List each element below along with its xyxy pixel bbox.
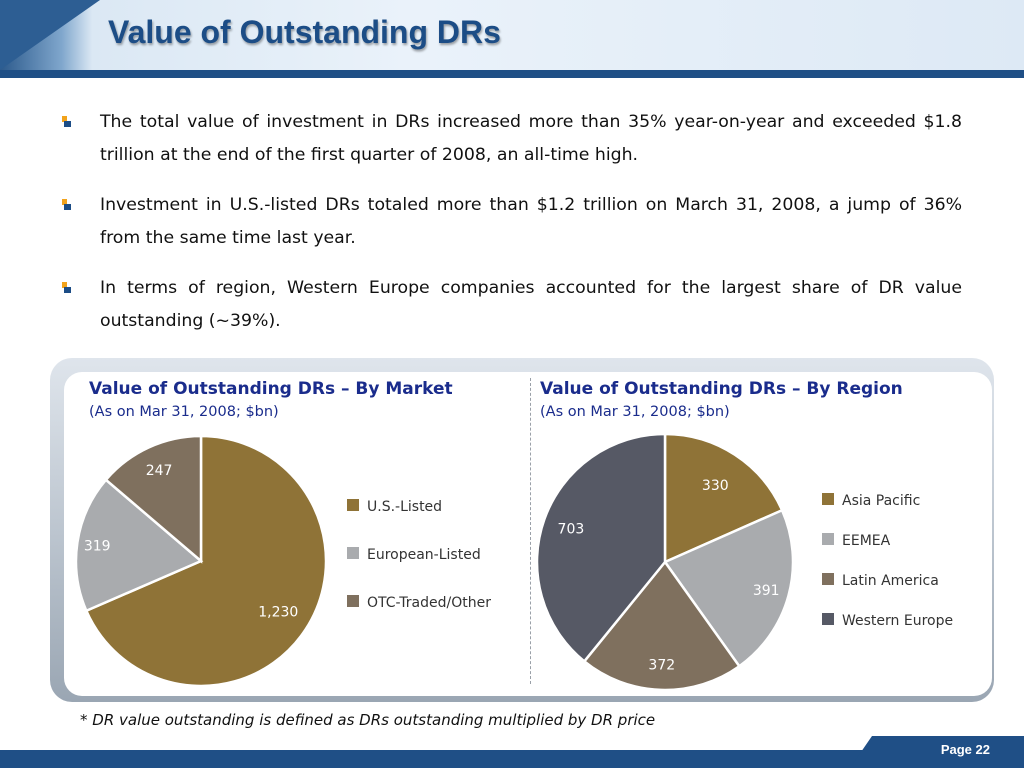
region-data-label: 703 [558, 522, 585, 538]
bullet-text: In terms of region, Western Europe compa… [100, 278, 962, 331]
header-band [0, 0, 1024, 78]
region-chart-subtitle: (As on Mar 31, 2008; $bn) [540, 404, 730, 420]
market-slice-european-listed [74, 478, 204, 613]
bullet-icon [60, 282, 72, 294]
region-data-label: 330 [702, 478, 729, 494]
chart-divider [530, 378, 531, 684]
bullet-list: The total value of investment in DRs inc… [60, 106, 962, 355]
market-data-label: 1,230 [258, 605, 298, 621]
region-legend-swatch [822, 613, 834, 625]
bullet-text: Investment in U.S.-listed DRs totaled mo… [100, 195, 962, 248]
market-chart-subtitle: (As on Mar 31, 2008; $bn) [89, 404, 279, 420]
market-chart-title: Value of Outstanding DRs – By Market [89, 379, 453, 399]
market-slice-u-s-listed [84, 434, 328, 688]
region-slice-latin-america [582, 559, 742, 692]
region-data-label: 391 [753, 583, 780, 599]
region-legend-label: EEMEA [842, 533, 891, 549]
market-legend-label: OTC-Traded/Other [367, 595, 491, 611]
market-data-label: 319 [84, 538, 111, 554]
header-rule [0, 70, 1024, 78]
footnote: * DR value outstanding is defined as DRs… [80, 711, 656, 729]
footer-band [0, 736, 1024, 768]
footer-tab [850, 736, 1024, 768]
region-slice-asia-pacific [663, 432, 784, 564]
region-legend-label: Latin America [842, 573, 939, 589]
region-slice-western-europe [535, 432, 667, 664]
header-gradient [0, 0, 1024, 70]
market-data-label: 247 [146, 463, 173, 479]
bullet-icon [60, 199, 72, 211]
region-chart-title: Value of Outstanding DRs – By Region [540, 379, 903, 399]
region-data-label: 372 [648, 657, 675, 673]
market-legend-swatch [347, 595, 359, 607]
region-legend-swatch [822, 493, 834, 505]
market-legend-swatch [347, 547, 359, 559]
bullet-item: Investment in U.S.-listed DRs totaled mo… [60, 189, 962, 255]
region-legend-swatch [822, 573, 834, 585]
market-legend-label: European-Listed [367, 547, 481, 563]
market-slice-otc-traded-other [104, 434, 203, 564]
bullet-icon [60, 116, 72, 128]
region-legend-label: Western Europe [842, 613, 953, 629]
page-number: Page 22 [940, 742, 990, 757]
header-corner-shape [0, 0, 100, 70]
footer-bar [0, 750, 1024, 768]
region-legend-swatch [822, 533, 834, 545]
region-legend-label: Asia Pacific [842, 493, 920, 509]
bullet-text: The total value of investment in DRs inc… [100, 112, 962, 165]
page-title: Value of Outstanding DRs [108, 14, 501, 50]
bullet-item: The total value of investment in DRs inc… [60, 106, 962, 172]
market-legend-swatch [347, 499, 359, 511]
market-legend-label: U.S.-Listed [367, 499, 442, 515]
region-slice-eemea [663, 508, 795, 668]
bullet-item: In terms of region, Western Europe compa… [60, 272, 962, 338]
